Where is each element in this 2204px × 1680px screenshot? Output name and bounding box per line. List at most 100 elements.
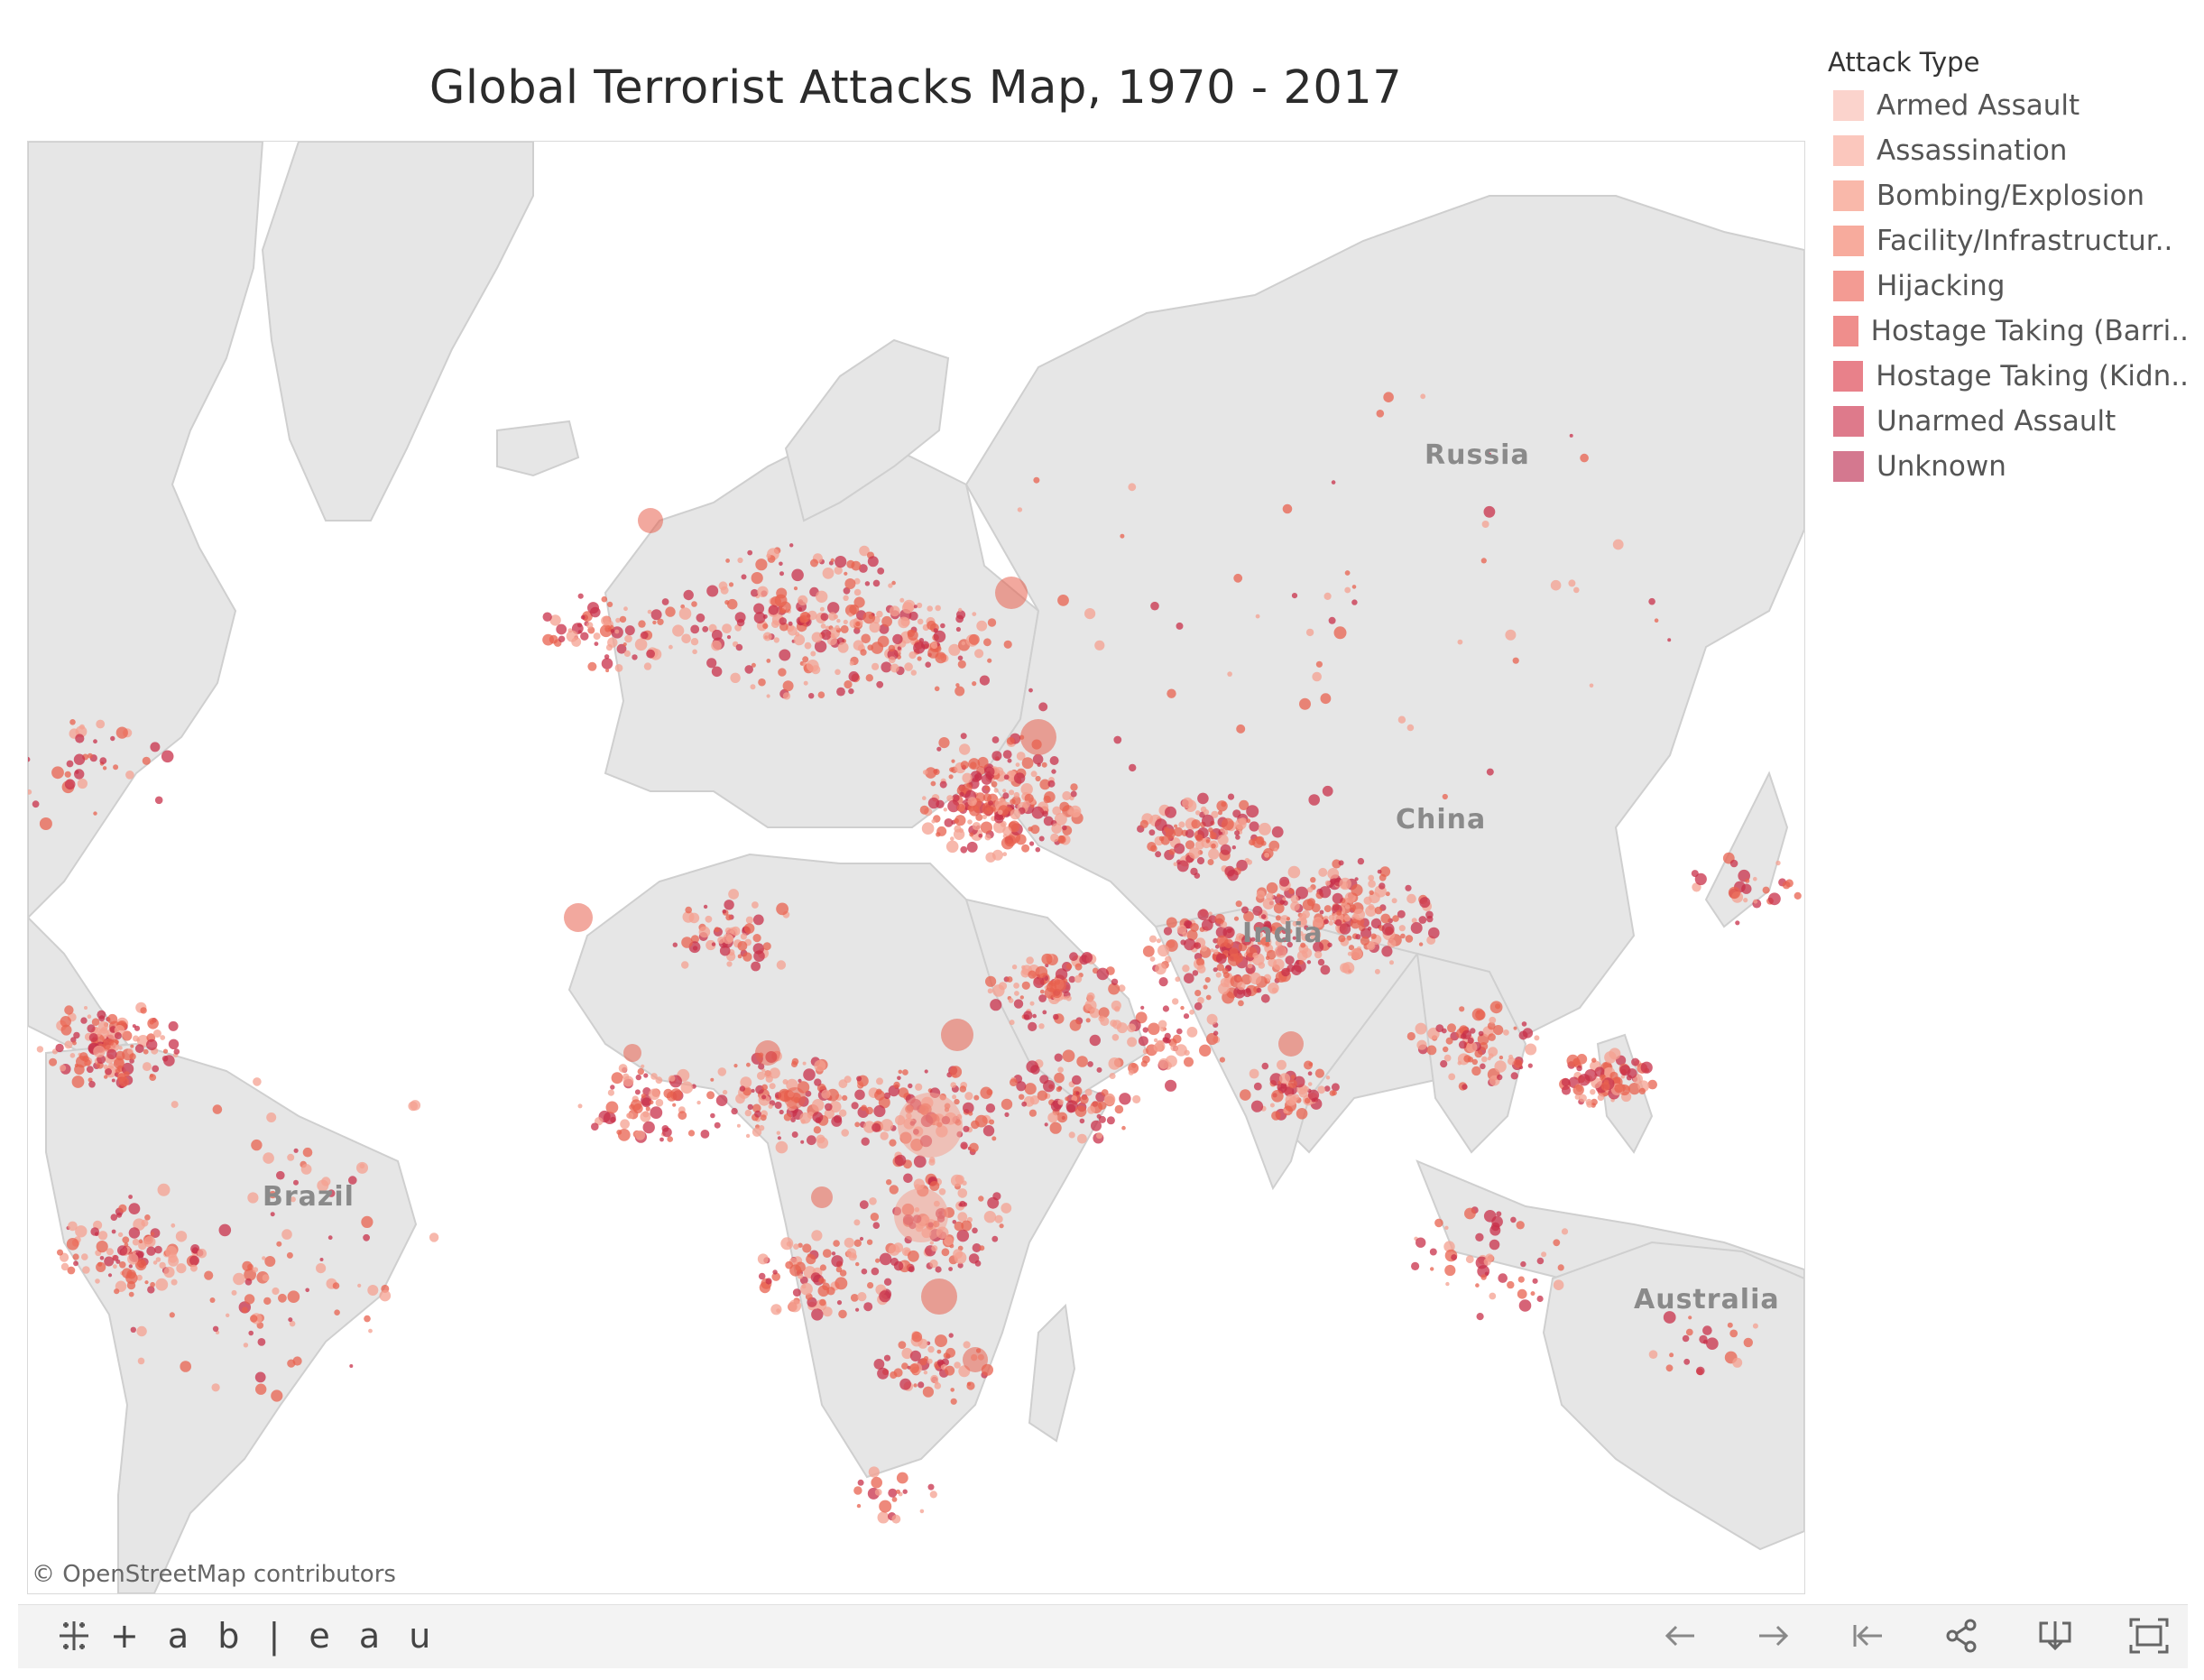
attack-point[interactable] [752, 934, 761, 943]
attack-point[interactable] [601, 595, 608, 603]
attack-point[interactable] [798, 1242, 803, 1248]
attack-point[interactable] [631, 1099, 642, 1111]
attack-point[interactable] [1273, 958, 1285, 971]
attack-point[interactable] [1053, 1013, 1059, 1020]
attack-point[interactable] [726, 635, 732, 640]
attack-point[interactable] [1327, 942, 1333, 947]
attack-point[interactable] [985, 975, 997, 987]
attack-point[interactable] [1471, 1058, 1479, 1066]
attack-point[interactable] [87, 1024, 96, 1033]
attack-point[interactable] [791, 1057, 799, 1066]
attack-point[interactable] [955, 683, 960, 688]
attack-point[interactable] [1009, 1020, 1015, 1026]
attack-point[interactable] [762, 623, 769, 630]
attack-point[interactable] [1572, 1084, 1584, 1096]
attack-point[interactable] [1576, 1065, 1582, 1072]
attack-point[interactable] [777, 1136, 782, 1140]
attack-point[interactable] [930, 642, 938, 650]
attack-point[interactable] [922, 770, 928, 775]
attack-point[interactable] [813, 1126, 822, 1134]
attack-point[interactable] [935, 605, 941, 612]
attack-point[interactable] [816, 590, 828, 603]
attack-point[interactable] [927, 605, 933, 612]
attack-point[interactable] [990, 999, 1002, 1011]
attack-point[interactable] [243, 1343, 249, 1348]
attack-point[interactable] [1021, 981, 1030, 990]
attack-point[interactable] [1479, 1042, 1489, 1051]
attack-point[interactable] [168, 1020, 179, 1031]
attack-point[interactable] [614, 664, 623, 672]
attack-point[interactable] [1208, 848, 1220, 860]
attack-point[interactable] [959, 1085, 967, 1093]
attack-point[interactable] [97, 1010, 106, 1020]
attack-point[interactable] [1300, 942, 1306, 948]
attack-point[interactable] [1370, 918, 1382, 929]
attack-point[interactable] [99, 1256, 105, 1260]
attack-point[interactable] [1274, 847, 1278, 852]
attack-point[interactable] [1306, 960, 1312, 965]
share-button[interactable] [1941, 1618, 1981, 1657]
attack-point[interactable] [605, 669, 610, 673]
attack-point[interactable] [1057, 835, 1065, 843]
attack-point[interactable] [1208, 915, 1217, 924]
attack-point[interactable] [842, 1094, 848, 1101]
attack-point[interactable] [943, 808, 947, 812]
attack-point[interactable] [851, 1102, 859, 1110]
attack-point[interactable] [1320, 693, 1332, 705]
attack-point[interactable] [1016, 752, 1026, 761]
attack-point[interactable] [672, 624, 685, 637]
attack-point[interactable] [580, 632, 589, 641]
attack-point[interactable] [1006, 976, 1013, 983]
attack-bubble[interactable] [564, 903, 593, 932]
attack-point[interactable] [657, 618, 664, 625]
attack-point[interactable] [1205, 994, 1212, 1001]
attack-point[interactable] [871, 642, 884, 654]
attack-point[interactable] [1002, 750, 1012, 759]
attack-point[interactable] [1047, 1112, 1058, 1123]
attack-point[interactable] [107, 1273, 113, 1278]
attack-point[interactable] [741, 574, 747, 580]
attack-point[interactable] [1160, 1027, 1166, 1032]
attack-point[interactable] [140, 1007, 147, 1014]
attack-point[interactable] [1038, 702, 1048, 712]
attack-point[interactable] [771, 1272, 780, 1281]
world-map[interactable]: Russia China India Brazil Australia © Op… [27, 141, 1805, 1594]
attack-point[interactable] [960, 845, 968, 854]
attack-point[interactable] [1096, 1132, 1102, 1140]
attack-point[interactable] [1127, 1037, 1138, 1048]
attack-point[interactable] [1443, 1241, 1455, 1252]
attack-point[interactable] [837, 642, 849, 653]
attack-point[interactable] [1743, 1337, 1754, 1348]
attack-point[interactable] [1042, 810, 1048, 817]
attack-point[interactable] [1205, 839, 1211, 844]
attack-point[interactable] [973, 774, 980, 780]
attack-point[interactable] [1418, 916, 1427, 924]
attack-point[interactable] [226, 1313, 230, 1318]
attack-point[interactable] [852, 1254, 857, 1259]
attack-point[interactable] [987, 658, 992, 663]
attack-point[interactable] [661, 598, 669, 605]
attack-point[interactable] [888, 583, 893, 588]
attack-point[interactable] [1150, 601, 1159, 611]
attack-point[interactable] [844, 680, 853, 689]
attack-point[interactable] [1350, 904, 1357, 910]
attack-point[interactable] [791, 568, 804, 582]
attack-point[interactable] [1775, 860, 1781, 866]
attack-point[interactable] [357, 1283, 362, 1288]
attack-point[interactable] [627, 1112, 634, 1120]
attack-point[interactable] [1044, 1122, 1048, 1127]
attack-point[interactable] [269, 1190, 277, 1199]
attack-point[interactable] [972, 612, 977, 616]
attack-point[interactable] [64, 771, 71, 778]
attack-point[interactable] [1052, 988, 1063, 999]
attack-point[interactable] [1216, 964, 1225, 972]
attack-point[interactable] [73, 1260, 78, 1267]
attack-point[interactable] [1314, 1068, 1324, 1078]
attack-point[interactable] [1476, 1313, 1484, 1321]
attack-point[interactable] [1488, 1033, 1496, 1041]
attack-point[interactable] [605, 1101, 619, 1114]
attack-point[interactable] [614, 629, 620, 634]
attack-point[interactable] [896, 1472, 908, 1484]
attack-point[interactable] [114, 1032, 122, 1039]
attack-point[interactable] [840, 624, 849, 633]
